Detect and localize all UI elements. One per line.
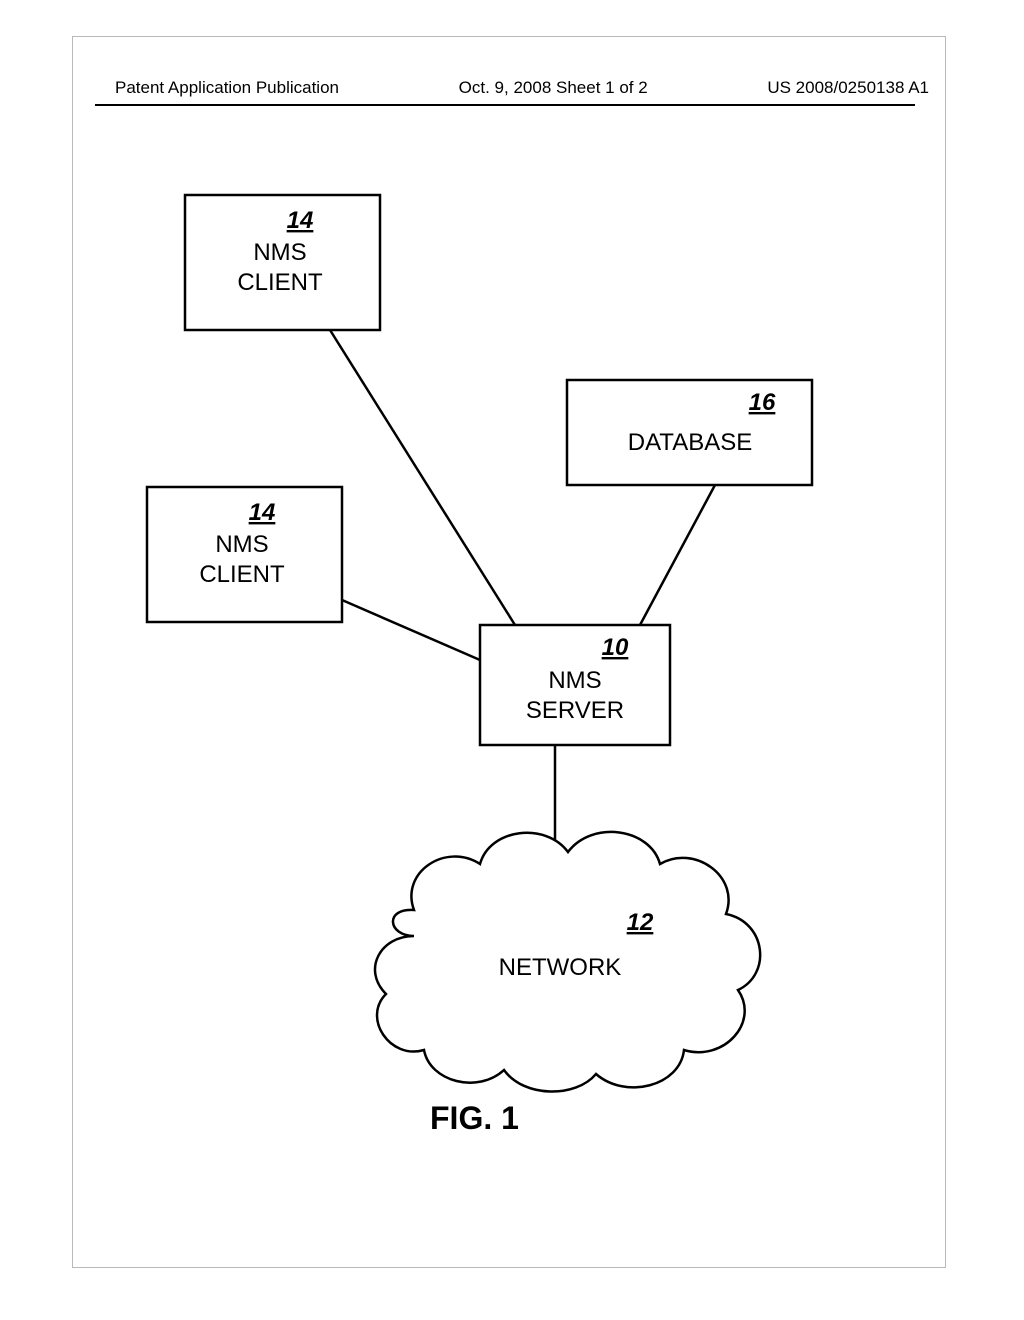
edge-client2-server bbox=[342, 600, 480, 660]
label-client2-1: CLIENT bbox=[199, 561, 285, 588]
label-client1-1: CLIENT bbox=[237, 269, 323, 296]
edge-client1-server bbox=[330, 330, 515, 625]
ref-network: 12 bbox=[627, 909, 654, 936]
label-client2-0: NMS bbox=[215, 531, 268, 558]
edge-database-server bbox=[640, 485, 715, 625]
ref-client2: 14 bbox=[249, 499, 276, 526]
label-client1-0: NMS bbox=[253, 239, 306, 266]
ref-database: 16 bbox=[749, 389, 776, 416]
label-database-0: DATABASE bbox=[628, 429, 752, 456]
label-server-1: SERVER bbox=[526, 697, 624, 724]
label-network-0: NETWORK bbox=[499, 954, 622, 981]
ref-server: 10 bbox=[602, 634, 629, 661]
figure-caption: FIG. 1 bbox=[430, 1100, 519, 1137]
page: Patent Application Publication Oct. 9, 2… bbox=[0, 0, 1024, 1320]
ref-client1: 14 bbox=[287, 207, 314, 234]
label-server-0: NMS bbox=[548, 667, 601, 694]
